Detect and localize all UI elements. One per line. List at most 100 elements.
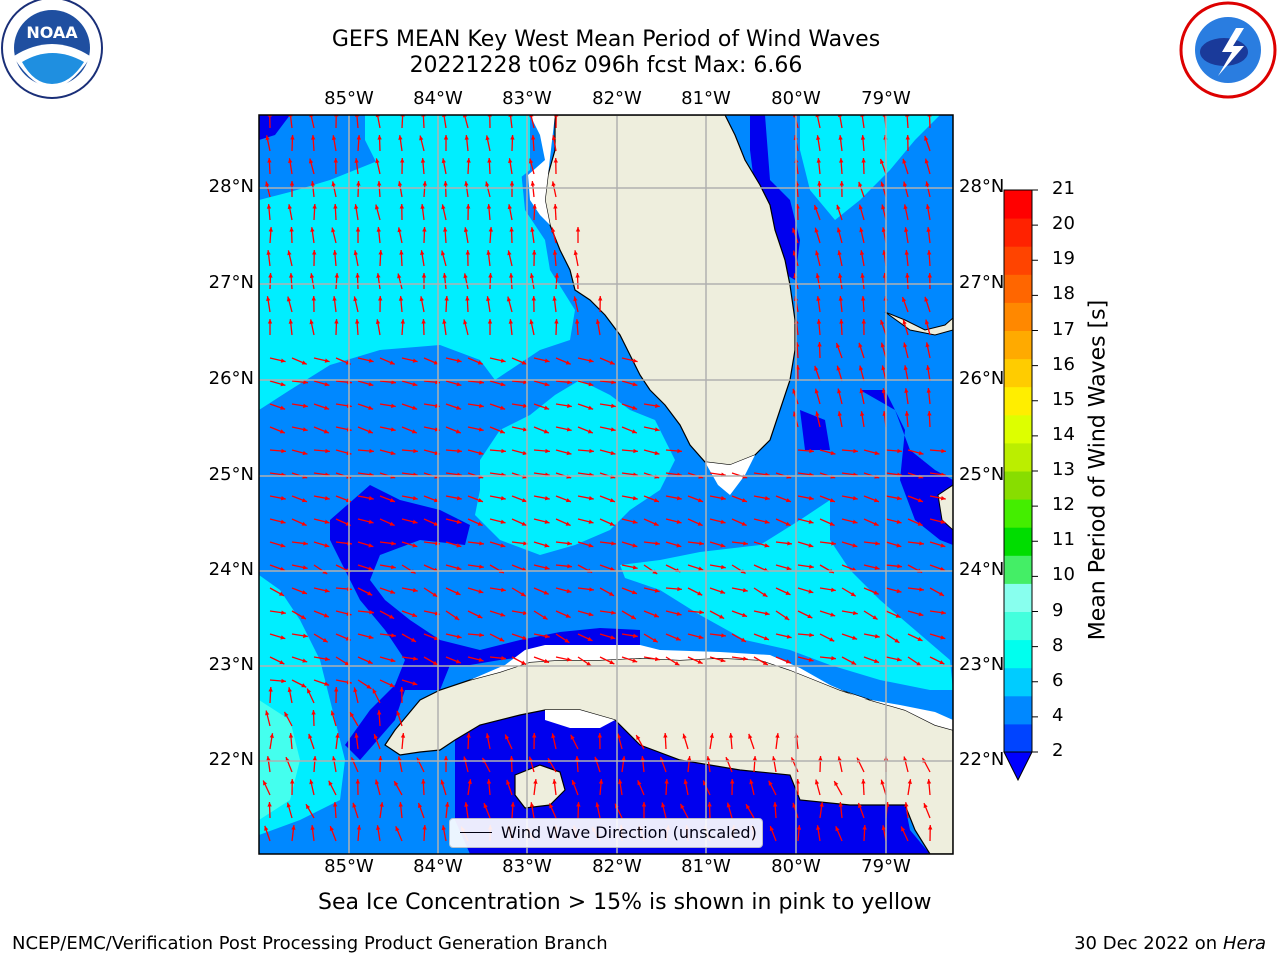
wind-wave-arrow: [841, 495, 858, 501]
wind-wave-arrow: [577, 357, 594, 363]
wind-wave-arrow: [577, 495, 594, 501]
wind-wave-arrow: [267, 157, 272, 175]
wind-wave-arrow: [621, 633, 638, 638]
wind-wave-arrow: [401, 426, 418, 434]
wind-wave-arrow: [511, 587, 527, 597]
wind-wave-arrow: [379, 541, 396, 546]
wind-wave-arrow: [665, 495, 682, 501]
wind-wave-arrow: [731, 518, 747, 527]
wind-wave-arrow: [573, 250, 579, 267]
wind-wave-arrow: [555, 610, 571, 619]
colorbar-segment: [1004, 218, 1032, 247]
wind-wave-arrow: [814, 227, 821, 244]
wind-wave-arrow: [313, 610, 330, 618]
wind-wave-arrow: [467, 632, 484, 638]
wind-wave-arrow: [797, 448, 814, 454]
wind-wave-arrow: [731, 495, 748, 503]
wind-wave-arrow: [265, 135, 271, 152]
wind-wave-arrow: [709, 518, 726, 524]
wind-wave-arrow: [599, 449, 616, 456]
wind-wave-arrow: [665, 656, 680, 667]
wind-wave-arrow: [311, 134, 316, 152]
wind-wave-arrow: [643, 610, 660, 618]
wind-wave-arrow: [352, 802, 359, 819]
lon-label-top: 83°W: [502, 88, 552, 109]
map-subtitle: 20221228 t06z 096h fcst Max: 6.66: [409, 53, 803, 78]
wind-wave-arrow: [445, 541, 462, 548]
wind-wave-arrow: [357, 495, 374, 501]
wind-wave-arrow: [443, 756, 449, 772]
wind-wave-arrow: [422, 226, 427, 244]
wind-wave-arrow: [814, 388, 821, 405]
wind-wave-arrow: [357, 357, 374, 363]
wind-wave-arrow: [310, 227, 315, 244]
wind-wave-arrow: [575, 755, 580, 773]
wind-wave-arrow: [863, 610, 878, 621]
wind-wave-arrow: [863, 518, 879, 527]
wind-wave-arrow: [486, 779, 492, 796]
wind-wave-arrow: [573, 296, 579, 313]
wind-wave-arrow: [357, 426, 374, 434]
wind-wave-arrow: [621, 656, 638, 663]
wind-wave-arrow: [533, 587, 549, 595]
wind-wave-arrow: [511, 541, 528, 546]
wind-wave-arrow: [552, 296, 557, 313]
wind-wave-arrow: [643, 564, 658, 575]
wind-wave-arrow: [309, 779, 315, 796]
colorbar-segment: [1004, 527, 1032, 556]
wind-wave-arrow: [417, 802, 425, 819]
wind-wave-arrow: [621, 610, 637, 620]
wind-wave-arrow: [903, 365, 909, 382]
wind-wave-arrow: [529, 319, 535, 336]
wind-wave-arrow: [577, 633, 593, 642]
wind-wave-arrow: [445, 633, 462, 639]
colorbar-segment: [1004, 358, 1032, 388]
wind-wave-arrow: [353, 250, 359, 267]
cyan-region-ne: [800, 115, 940, 220]
wind-wave-arrow: [375, 158, 381, 175]
wind-wave-arrow: [753, 495, 770, 501]
wind-wave-arrow: [269, 733, 274, 750]
wind-wave-arrow: [291, 633, 308, 638]
wind-wave-arrow: [687, 541, 704, 546]
colorbar: [1003, 189, 1038, 782]
wind-wave-arrow: [577, 403, 594, 410]
wind-wave-arrow: [269, 656, 285, 665]
colorbar-tick-label: 2: [1052, 740, 1064, 761]
wind-wave-arrow: [509, 181, 515, 197]
wind-wave-arrow: [555, 656, 572, 662]
wind-wave-arrow: [860, 135, 866, 152]
wind-wave-arrow: [489, 426, 506, 434]
lon-label-top: 85°W: [324, 88, 374, 109]
wind-wave-arrow: [511, 449, 528, 456]
wind-wave-arrow: [269, 357, 286, 363]
wind-wave-arrow: [813, 204, 821, 221]
wind-wave-arrow: [929, 518, 946, 524]
wind-wave-arrow: [291, 679, 307, 688]
lat-label-right: 24°N: [959, 559, 1005, 580]
wind-wave-arrow: [511, 495, 528, 503]
wind-wave-arrow: [665, 448, 682, 454]
wind-wave-arrow: [291, 357, 307, 365]
wind-wave-arrow: [332, 250, 338, 267]
wind-wave-arrow: [269, 678, 286, 684]
wind-wave-arrow: [357, 518, 374, 524]
colorbar-tick-label: 17: [1052, 318, 1075, 340]
wind-wave-arrow: [397, 756, 403, 773]
wind-wave-arrow: [885, 656, 902, 662]
wind-wave-arrow: [445, 495, 462, 501]
wind-wave-arrow: [269, 518, 286, 524]
wind-wave-arrow: [815, 411, 821, 428]
wind-wave-arrow: [487, 157, 492, 175]
wind-wave-arrow: [836, 365, 843, 382]
wind-wave-arrow: [929, 564, 946, 572]
wind-wave-arrow: [907, 656, 922, 667]
lon-label-top: 81°W: [681, 88, 731, 109]
footer-date: 30 Dec 2022 on Hera: [1074, 933, 1266, 954]
wind-wave-arrow: [907, 495, 924, 503]
lon-label-bottom: 82°W: [592, 856, 642, 877]
wind-wave-arrow: [599, 656, 615, 665]
wind-wave-arrow: [509, 226, 514, 244]
wind-wave-arrow: [313, 541, 330, 548]
colorbar-under-triangle: [1003, 751, 1033, 782]
